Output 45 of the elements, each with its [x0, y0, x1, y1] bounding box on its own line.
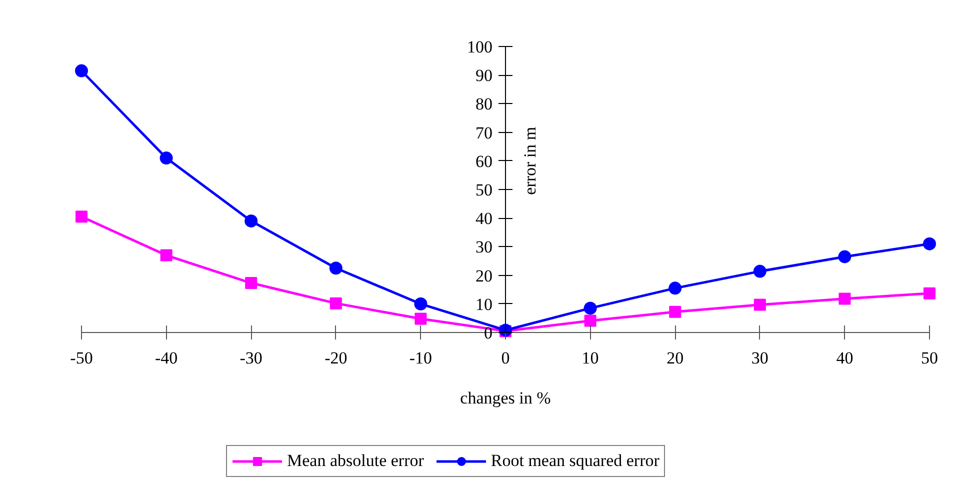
point — [244, 214, 258, 228]
y-tick-label: 100 — [467, 38, 492, 56]
x-tick-label: -30 — [240, 348, 262, 368]
point — [923, 237, 936, 250]
point — [924, 287, 936, 300]
x-tick-label: 40 — [836, 348, 854, 368]
point — [330, 297, 342, 310]
y-tick-label: 80 — [476, 94, 492, 114]
x-tick-label: -10 — [409, 348, 432, 368]
point — [669, 306, 682, 318]
point — [414, 312, 427, 325]
x-tick-label: 30 — [751, 348, 768, 368]
x-tick-label: 0 — [501, 348, 510, 368]
point — [754, 298, 766, 311]
y-tick-label: 40 — [476, 209, 492, 228]
point — [329, 262, 342, 275]
y-tick-label: 50 — [476, 180, 492, 200]
x-tick-label: 10 — [582, 348, 599, 368]
point — [414, 297, 428, 310]
x-tick-label: -40 — [154, 348, 178, 368]
point — [76, 210, 88, 223]
point — [838, 250, 852, 264]
point — [160, 152, 173, 165]
y-tick-label: 10 — [476, 294, 492, 314]
y-tick-label: 70 — [476, 123, 492, 142]
y-tick-label: 30 — [476, 238, 492, 257]
y-axis-title: error in m — [520, 126, 540, 195]
x-tick-label: -20 — [324, 348, 348, 368]
point — [584, 314, 596, 327]
legend-label: Root mean squared error — [490, 451, 660, 471]
x-axis-title: changes in % — [460, 388, 551, 408]
point — [160, 249, 172, 262]
point — [838, 292, 851, 305]
point — [753, 264, 766, 278]
point — [668, 282, 682, 295]
point — [245, 277, 258, 290]
x-tick-label: -50 — [70, 348, 93, 368]
legend-label: Mean absolute error — [287, 451, 424, 471]
y-tick-label: 20 — [476, 266, 492, 286]
x-tick-label: 50 — [921, 348, 938, 368]
point — [75, 64, 88, 78]
y-tick-label: 90 — [476, 66, 492, 86]
x-tick-label: 20 — [666, 348, 684, 368]
y-tick-label: 60 — [476, 152, 492, 171]
point — [584, 302, 597, 315]
